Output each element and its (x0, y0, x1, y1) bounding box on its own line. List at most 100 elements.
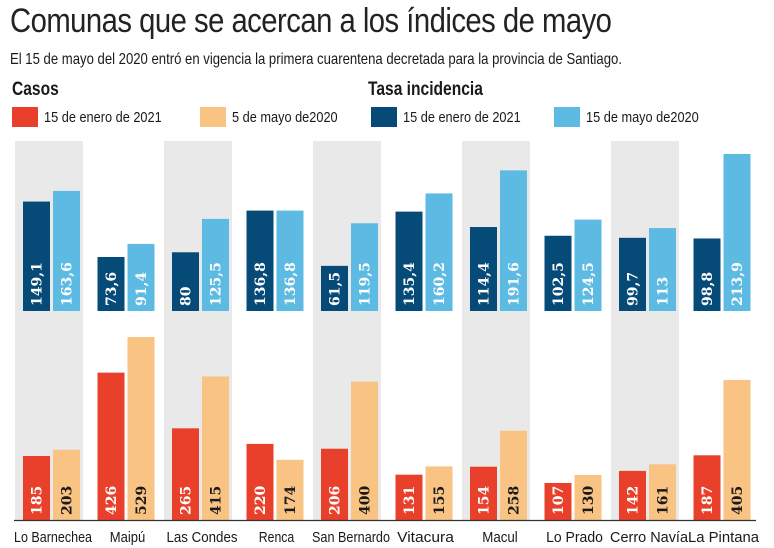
data-label: 124,5 (581, 262, 597, 306)
category-label: San Bernardo (312, 530, 390, 546)
category-label: Cerro Navía (610, 530, 689, 546)
data-label: 213,9 (730, 262, 746, 306)
bar (127, 243, 155, 311)
legend-label: 15 de enero de 2021 (403, 108, 521, 126)
bar (619, 470, 646, 520)
data-label: 114,4 (477, 262, 493, 306)
bar (574, 219, 602, 311)
category-label: Macul (482, 530, 518, 546)
bar (321, 448, 348, 520)
data-label: 415 (209, 486, 225, 515)
bar (693, 455, 721, 520)
bar (321, 265, 348, 311)
bar (23, 456, 50, 520)
data-label: 131 (402, 486, 418, 515)
data-label: 185 (30, 486, 46, 515)
category-label: Vitacura (397, 530, 455, 546)
bar (693, 238, 721, 311)
category-label: Lo Prado (546, 530, 603, 546)
legend-label: 15 de enero de 2021 (44, 108, 162, 126)
data-label: 174 (283, 486, 299, 515)
bar (723, 154, 751, 311)
data-label: 161 (656, 486, 672, 515)
bar (619, 237, 646, 311)
data-label: 99,7 (626, 272, 642, 306)
data-label: 119,5 (358, 262, 374, 306)
bar (425, 193, 453, 311)
data-label: 400 (358, 486, 374, 515)
bar (395, 474, 423, 520)
category-label: La Pintana (688, 530, 760, 546)
data-label: 220 (253, 486, 269, 515)
legend-item-casos-2020: 5 de mayo de2020 (200, 107, 356, 127)
data-label: 125,5 (209, 262, 225, 306)
casos-section-title: Casos (12, 79, 59, 100)
bar (351, 223, 378, 311)
legend-item-tasa-2020: 15 de mayo de2020 (554, 107, 719, 127)
data-label: 529 (134, 486, 150, 515)
bar (723, 379, 751, 520)
bar (53, 449, 80, 520)
bar (127, 337, 155, 520)
bar (470, 227, 497, 311)
tasa-section-title: Tasa incidencia (368, 79, 483, 100)
bar (97, 372, 125, 520)
bar (276, 459, 304, 520)
legend-item-casos-2021: 15 de enero de 2021 (12, 107, 182, 127)
data-label: 61,5 (328, 272, 344, 306)
bar (23, 201, 50, 311)
bar (202, 218, 229, 311)
bar (649, 228, 676, 311)
bar (97, 256, 125, 311)
bar (246, 210, 274, 311)
data-label: 203 (60, 486, 76, 515)
bar (500, 170, 527, 311)
data-label: 163,6 (60, 262, 76, 306)
data-label: 130 (581, 486, 597, 515)
category-label: Lo Barnechea (14, 530, 93, 546)
data-label: 91,4 (134, 272, 150, 306)
data-label: 206 (328, 486, 344, 515)
legend-item-tasa-2021: 15 de enero de 2021 (371, 107, 541, 127)
data-label: 136,8 (253, 262, 269, 306)
data-label: 187 (700, 486, 716, 515)
chart-title: Comunas que se acercan a los índices de … (10, 2, 612, 40)
data-label: 155 (432, 486, 448, 515)
bar (351, 381, 378, 520)
data-label: 98,8 (700, 272, 716, 306)
legend-swatch (200, 107, 226, 127)
bar (544, 235, 572, 311)
bar (574, 475, 602, 520)
bar (246, 443, 274, 520)
data-label: 135,4 (402, 262, 418, 306)
bar (172, 252, 199, 311)
category-label: Maipú (110, 530, 146, 546)
bar (276, 210, 304, 311)
data-label: 258 (507, 486, 523, 515)
bar (544, 482, 572, 520)
data-label: 191,6 (507, 262, 523, 306)
data-label: 142 (626, 486, 642, 515)
bar (470, 466, 497, 520)
data-label: 154 (477, 486, 493, 515)
category-label: Las Condes (167, 530, 238, 546)
legend-swatch (371, 107, 397, 127)
legend-swatch (12, 107, 38, 127)
data-label: 405 (730, 486, 746, 515)
data-label: 102,5 (551, 262, 567, 306)
bar (172, 428, 199, 520)
bar (649, 464, 676, 520)
bar (500, 430, 527, 520)
bar (53, 190, 80, 311)
data-label: 160,2 (432, 262, 448, 306)
bar (395, 211, 423, 311)
data-label: 426 (104, 486, 120, 515)
bar (202, 376, 229, 520)
data-label: 136,8 (283, 262, 299, 306)
data-label: 73,6 (104, 272, 120, 306)
legend-swatch (554, 107, 580, 127)
data-label: 113 (656, 277, 672, 306)
legend-label: 15 de mayo de2020 (586, 108, 699, 126)
category-label: Renca (259, 530, 295, 546)
